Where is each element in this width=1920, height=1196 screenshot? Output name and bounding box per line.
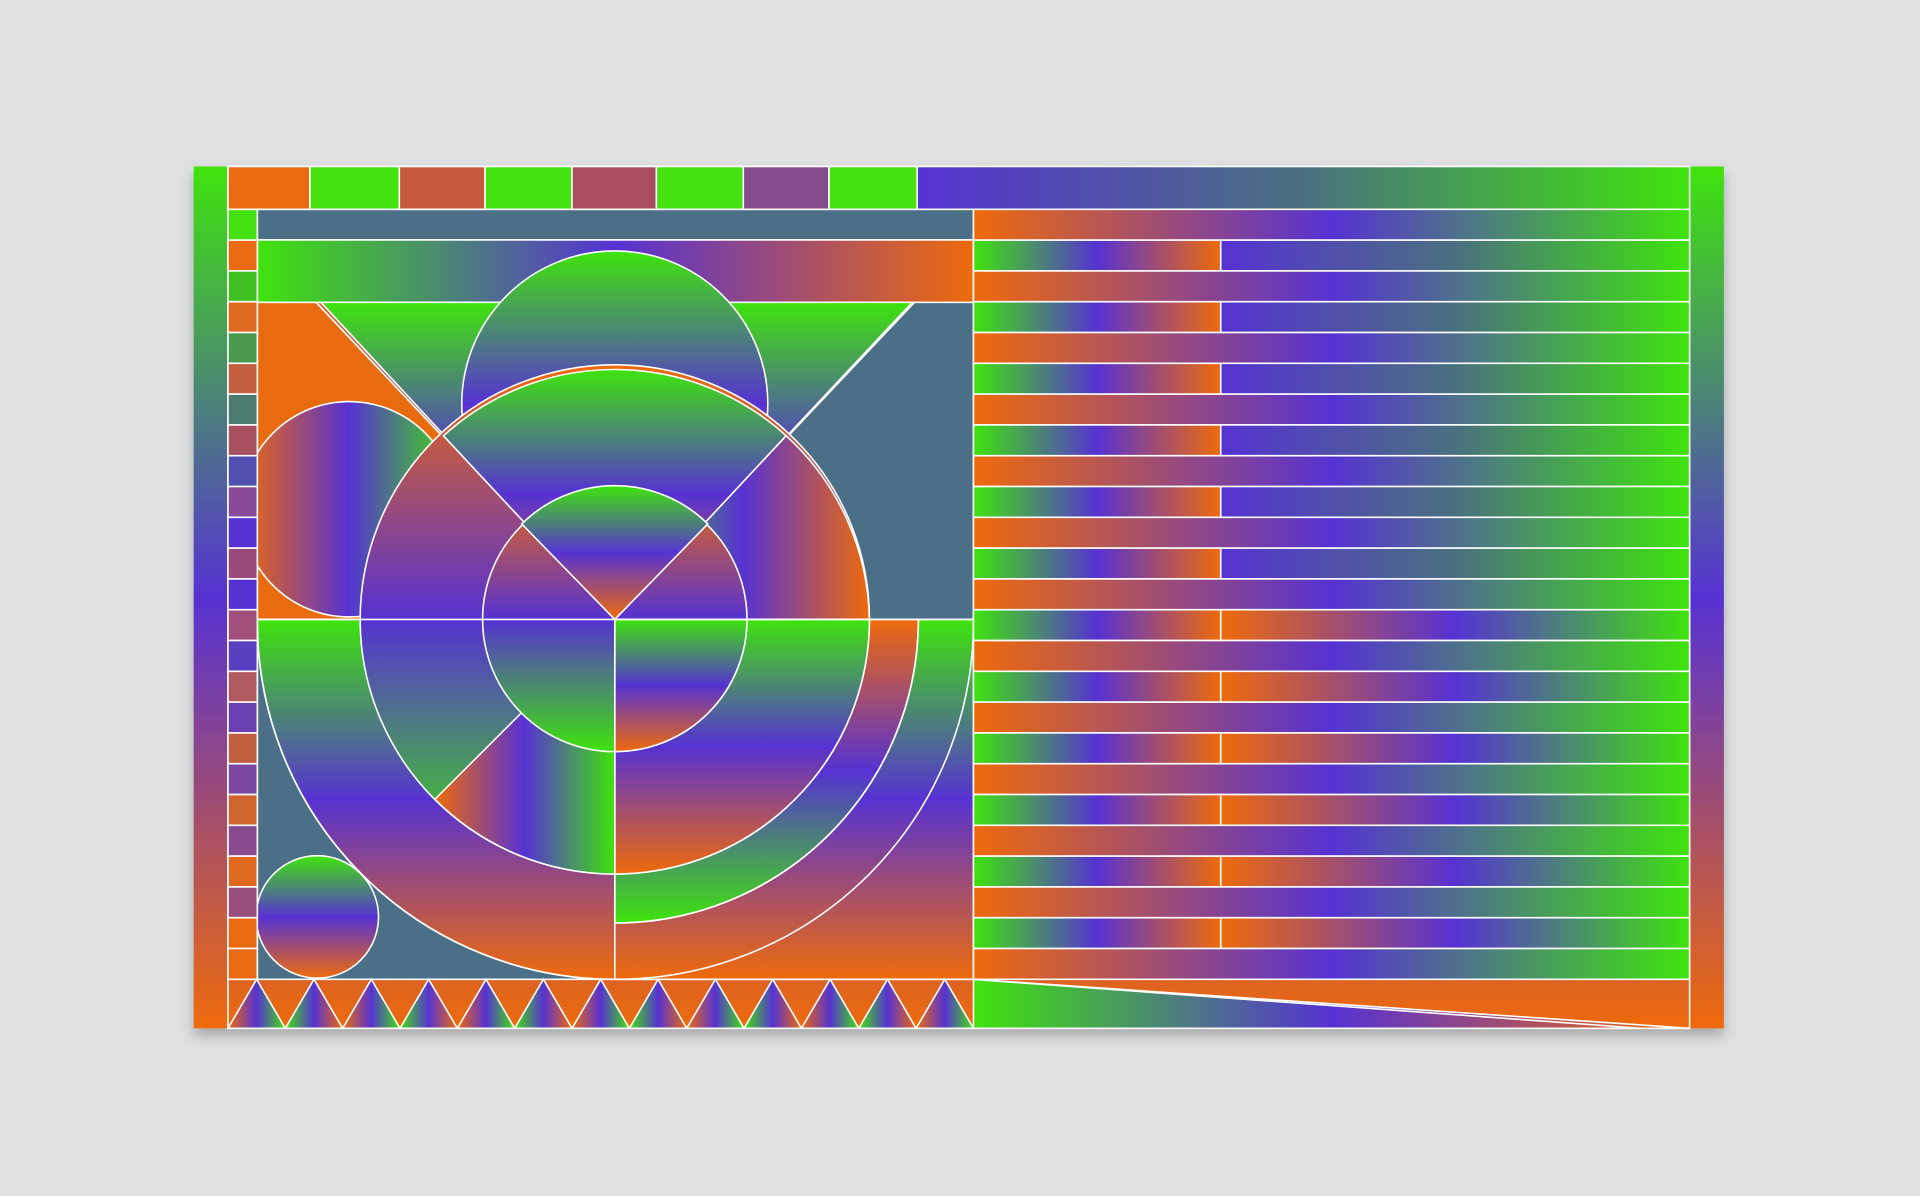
stripe <box>972 516 1691 549</box>
bottom-triangle <box>283 977 345 1030</box>
bottom-line <box>973 978 1641 1030</box>
left-cell <box>227 701 259 734</box>
top-cell <box>484 165 573 211</box>
stripe-left <box>972 239 1222 272</box>
left-cell <box>227 886 259 919</box>
stripe-right <box>1219 239 1691 272</box>
card <box>193 165 1724 1030</box>
stripe-left <box>972 608 1222 642</box>
top-cell <box>828 165 918 211</box>
stripe-right <box>1219 793 1691 827</box>
stripe-left <box>972 485 1222 519</box>
bottom-triangle <box>570 977 631 1030</box>
left-cell <box>227 639 259 673</box>
bottom-triangle <box>857 977 918 1030</box>
stripe-left <box>972 547 1222 580</box>
bottom-triangle <box>627 977 689 1030</box>
top-cell <box>227 165 311 211</box>
arc-line <box>614 619 920 924</box>
left-cell <box>227 608 259 642</box>
stripe-left <box>972 916 1222 950</box>
left-cell <box>227 732 259 765</box>
left-cell <box>227 916 259 950</box>
stripe-left <box>972 300 1222 334</box>
stripe <box>972 824 1691 857</box>
left-cell <box>227 208 259 241</box>
stripe <box>972 578 1691 611</box>
bottom-triangle <box>914 977 975 1030</box>
arc-line <box>256 619 975 981</box>
stripe <box>972 762 1691 796</box>
small-circle <box>255 854 380 979</box>
stripe <box>972 639 1691 673</box>
stripe-right <box>1219 300 1691 334</box>
top-cell <box>742 165 830 211</box>
inner-wedge <box>520 484 709 621</box>
stripe-left <box>972 793 1222 827</box>
left-cell <box>227 485 259 519</box>
left-cell <box>227 454 259 488</box>
stripe-right <box>1219 362 1691 395</box>
left-cell <box>227 578 259 611</box>
stripe <box>972 270 1691 303</box>
stripe <box>972 208 1691 241</box>
top-cell <box>309 165 401 211</box>
top-gradient <box>917 166 1690 210</box>
left-cell <box>227 855 259 888</box>
left-cell <box>227 947 259 981</box>
stripe-left <box>972 855 1222 888</box>
stripe-right <box>1219 916 1691 950</box>
bottom-triangle <box>341 977 402 1030</box>
left-cell <box>227 393 259 426</box>
stripe <box>972 701 1691 734</box>
stripe-right <box>1219 547 1691 580</box>
stripe-right <box>1219 485 1691 519</box>
left-cell <box>227 516 259 549</box>
stripe <box>972 886 1691 919</box>
bottom-triangle <box>398 977 459 1030</box>
bottom-triangle <box>742 977 803 1030</box>
stripe <box>972 331 1691 365</box>
stripe-right <box>1219 855 1691 888</box>
bottom-triangle <box>455 977 517 1030</box>
top-cell <box>398 165 486 211</box>
stripe-left <box>972 670 1222 703</box>
inner-wedge-2 <box>613 618 748 753</box>
stripe-right <box>1219 608 1691 642</box>
left-cell <box>227 793 259 827</box>
left-cell <box>227 362 259 395</box>
left-cell <box>227 239 259 272</box>
bottom-triangle <box>513 977 574 1030</box>
stripe <box>972 947 1691 981</box>
stripe <box>972 393 1691 426</box>
left-cell <box>227 270 259 303</box>
stripe-right <box>1219 670 1691 703</box>
top-cell <box>571 165 658 211</box>
left-cell <box>227 331 259 365</box>
top-cell <box>655 165 745 211</box>
stripe <box>972 454 1691 488</box>
stripe-right <box>1219 732 1691 765</box>
left-cell <box>227 300 259 334</box>
bottom-triangle <box>800 977 861 1030</box>
bottom-triangle <box>226 977 287 1030</box>
left-cell <box>227 547 259 580</box>
left-cell <box>227 670 259 703</box>
stripe-left <box>972 424 1222 457</box>
stripe-left <box>972 362 1222 395</box>
stripe-left <box>972 732 1222 765</box>
left-cell <box>227 424 259 457</box>
left-cell <box>227 762 259 796</box>
left-cell <box>227 824 259 857</box>
bottom-triangle <box>685 977 746 1030</box>
stripe-right <box>1219 424 1691 457</box>
